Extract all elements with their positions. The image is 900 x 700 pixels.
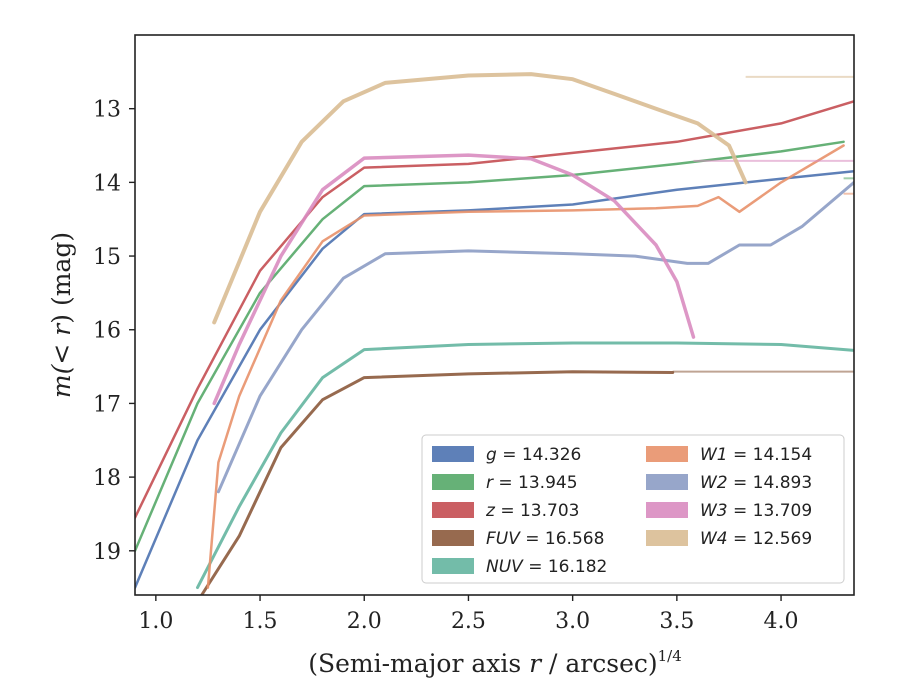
legend-swatch [432, 474, 474, 490]
y-tick-label: 13 [93, 98, 121, 123]
legend-label-value: = 12.569 [728, 529, 813, 549]
x-axis-title-main: (Semi-major axis [308, 649, 529, 678]
y-tick-label: 16 [93, 319, 121, 344]
legend-label: W3 = 13.709 [700, 501, 812, 521]
x-axis-title-var: r [529, 649, 543, 678]
legend-label: W1 = 14.154 [700, 445, 812, 465]
legend-swatch [432, 530, 474, 546]
series-w4 [212, 72, 854, 325]
legend-label-band: W1 [700, 445, 728, 465]
curve-w2 [216, 180, 854, 494]
x-tick-label: 1.5 [243, 609, 278, 634]
legend-label: FUV = 16.568 [486, 529, 604, 549]
x-tick-label: 3.0 [555, 609, 590, 634]
y-tick-label: 14 [93, 171, 121, 196]
legend-item-nuv: NUV = 16.182 [432, 557, 607, 577]
x-axis-title: (Semi-major axis r / arcsec)1/4 [308, 647, 682, 678]
curve-z [135, 100, 854, 519]
legend-item-w3: W3 = 13.709 [646, 501, 812, 521]
legend-item-fuv: FUV = 16.568 [432, 529, 604, 549]
legend-label: z = 13.703 [485, 501, 579, 521]
x-axis-title-exp: 1/4 [658, 647, 682, 665]
legend-label: W4 = 12.569 [700, 529, 812, 549]
legend-label-value: = 13.703 [495, 501, 580, 521]
legend-label-band: W4 [700, 529, 728, 549]
legend-label-value: = 16.568 [520, 529, 605, 549]
legend-item-w2: W2 = 14.893 [646, 473, 812, 493]
legend-label-band: W3 [700, 501, 728, 521]
x-axis: 1.0 1.5 2.0 2.5 3.0 3.5 4.0 [138, 595, 799, 634]
curve-g [135, 170, 854, 589]
legend-swatch [646, 474, 688, 490]
legend-label: r = 13.945 [486, 473, 578, 493]
y-tick-label: 15 [93, 245, 121, 270]
curve-w4 [212, 72, 748, 325]
series-z [135, 100, 854, 519]
y-axis-title: m(< r) (mag) [47, 232, 76, 398]
legend-item-w1: W1 = 14.154 [646, 445, 812, 465]
legend-label-value: = 14.326 [497, 445, 582, 465]
legend-label-band: z [485, 501, 496, 521]
legend-box [421, 434, 845, 584]
y-axis-title-pre: m(< [47, 336, 76, 398]
y-axis: 13 14 15 16 17 18 19 [93, 98, 135, 565]
series-nuv [196, 341, 854, 590]
legend-item-w4: W4 = 12.569 [646, 529, 812, 549]
x-axis-title-tail: / arcsec) [541, 649, 658, 678]
x-tick-label: 3.5 [659, 609, 694, 634]
legend-label-band: FUV [486, 529, 521, 549]
curve-w3 [212, 153, 696, 406]
legend-item-z: z = 13.703 [432, 501, 579, 521]
series-r [135, 140, 854, 553]
legend-label-band: g [486, 445, 497, 465]
series-g [135, 170, 854, 589]
legend-label-value: = 14.154 [728, 445, 813, 465]
legend-label-value: = 16.182 [523, 557, 608, 577]
legend-swatch [432, 502, 474, 518]
series-w1 [206, 144, 854, 589]
legend-label: NUV = 16.182 [486, 557, 607, 577]
legend-item-r: r = 13.945 [432, 473, 578, 493]
legend-swatch [432, 446, 474, 462]
curve-nuv [196, 341, 854, 590]
legend-item-g: g = 14.326 [432, 445, 581, 465]
legend-swatch [646, 502, 688, 518]
series-w2 [216, 180, 854, 494]
x-tick-label: 4.0 [764, 609, 799, 634]
x-tick-label: 2.0 [347, 609, 382, 634]
legend-label: g = 14.326 [486, 445, 581, 465]
legend-label-value: = 13.945 [493, 473, 578, 493]
series-fuv [200, 370, 854, 595]
legend-swatch [646, 446, 688, 462]
y-axis-title-var: r [47, 322, 76, 336]
x-tick-label: 1.0 [138, 609, 173, 634]
legend-label-value: = 13.709 [728, 501, 813, 521]
legend-label: W2 = 14.893 [700, 473, 812, 493]
series-w3 [212, 153, 854, 406]
y-tick-label: 17 [93, 392, 121, 417]
legend-label-value: = 14.893 [728, 473, 813, 493]
x-tick-label: 2.5 [451, 609, 486, 634]
legend-swatch [646, 530, 688, 546]
axes-frame [134, 34, 855, 596]
curve-r [135, 140, 845, 553]
legend-swatch [432, 558, 474, 574]
curve-fuv [200, 370, 675, 595]
legend-label-band: NUV [486, 557, 524, 577]
y-tick-label: 19 [93, 540, 121, 565]
plot-area [135, 72, 854, 595]
curve-w1 [206, 144, 845, 589]
y-axis-title-post: ) (mag) [47, 232, 76, 324]
y-tick-label: 18 [93, 466, 121, 491]
legend-label-band: W2 [700, 473, 728, 493]
legend-label-band: r [486, 473, 494, 493]
